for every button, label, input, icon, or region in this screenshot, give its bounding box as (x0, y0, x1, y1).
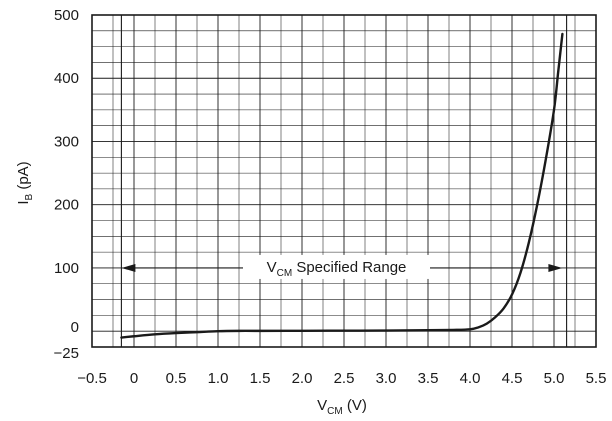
range-arrowhead-left (121, 263, 136, 272)
x-tick-label: 2.0 (292, 370, 313, 387)
plot-frame (91, 14, 597, 348)
x-tick-label: 5.5 (586, 370, 607, 387)
x-tick-label: 5.0 (544, 370, 565, 387)
y-tick-label: 400 (54, 70, 79, 87)
y-tick-label: 0 (71, 319, 79, 336)
series (120, 32, 564, 339)
range-label-sub: CM (277, 268, 293, 279)
range-annotation: VCM Specified Range (121, 254, 563, 279)
series-line (120, 32, 564, 339)
y-tick-label: −25 (54, 345, 79, 362)
y-tick-label: 200 (54, 197, 79, 214)
x-axis-title: VCM (V) (317, 397, 367, 417)
x-tick-label: 3.0 (376, 370, 397, 387)
grid (92, 15, 596, 347)
x-tick-label: 4.0 (460, 370, 481, 387)
x-tick-label: 4.5 (502, 370, 523, 387)
x-tick-label: 0.5 (166, 370, 187, 387)
y-axis-title: IB (pA) (15, 161, 35, 204)
y-axis-title-main: I (15, 201, 32, 205)
y-tick-label: 100 (54, 260, 79, 277)
x-axis-title-sub: CM (327, 406, 343, 417)
range-label-main: V (267, 259, 277, 276)
x-tick-label: 1.5 (250, 370, 271, 387)
x-tick-label: 0 (130, 370, 138, 387)
y-tick-labels: −25 0 100 200 300 400 500 (54, 7, 79, 362)
x-tick-labels: −0.5 0 0.5 1.0 1.5 2.0 2.5 3.0 3.5 4.0 4.5 5.0 5.5 (77, 370, 606, 387)
range-arrowhead-right (548, 263, 563, 272)
x-tick-label: 1.0 (208, 370, 229, 387)
y-axis-title-sub: B (24, 194, 35, 201)
x-axis-title-unit: (V) (343, 397, 367, 414)
range-label: VCM Specified Range (267, 259, 407, 279)
x-tick-label: 2.5 (334, 370, 355, 387)
range-label-rest: Specified Range (292, 259, 406, 276)
x-tick-label: −0.5 (77, 370, 107, 387)
range-label-background (243, 254, 430, 279)
y-tick-label: 300 (54, 133, 79, 150)
y-tick-label: 500 (54, 7, 79, 24)
y-axis-title-unit: (pA) (15, 161, 32, 194)
x-axis-title-main: V (317, 397, 327, 414)
x-tick-label: 3.5 (418, 370, 439, 387)
